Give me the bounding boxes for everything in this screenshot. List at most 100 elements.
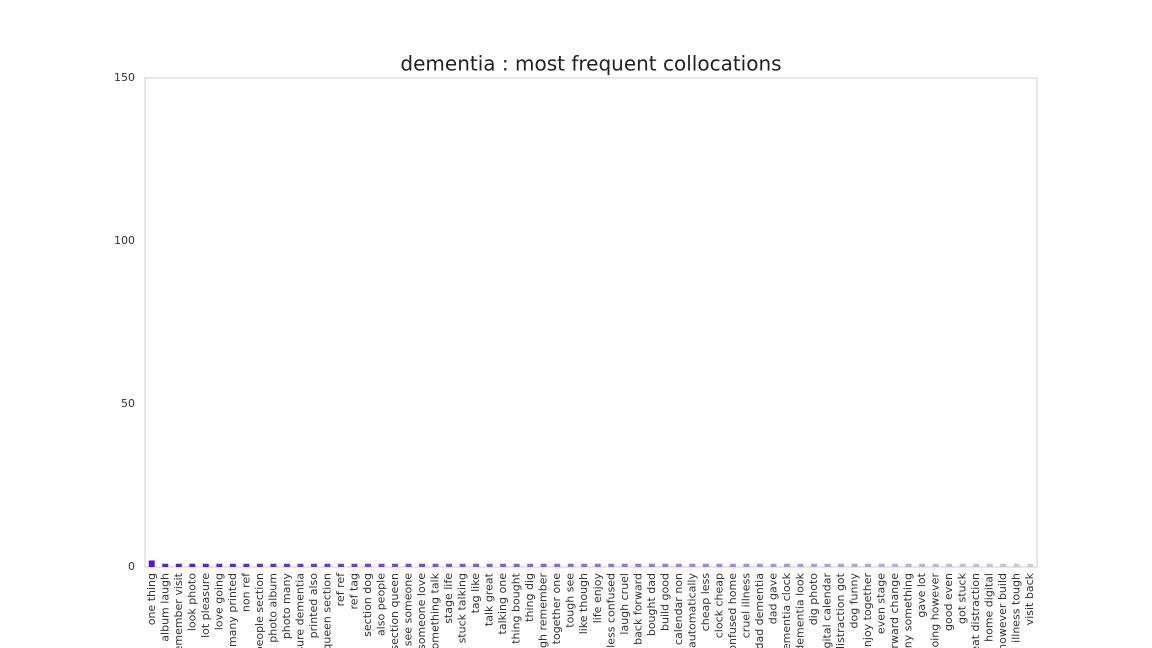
bar (675, 563, 682, 567)
x-tick-label: dad gave (766, 573, 779, 624)
x-tick-label: people section (253, 573, 266, 648)
bar (175, 563, 182, 567)
x-tick-label: tough see (564, 573, 577, 628)
x-tick-label: together one (550, 573, 563, 645)
bar (729, 563, 736, 567)
chart-title: dementia : most frequent collocations (400, 52, 781, 76)
bar (878, 563, 885, 567)
bar (283, 563, 290, 567)
x-tick-label: stage life (442, 573, 455, 624)
bar (419, 563, 426, 567)
x-tick-label: printed also (307, 573, 320, 639)
x-tick-label: section queen (388, 573, 401, 648)
y-tick-label: 100 (114, 234, 135, 247)
x-tick-label: look photo (185, 573, 198, 631)
x-tick-label: dog funny (848, 573, 861, 629)
x-tick-label: clock cheap (712, 573, 725, 638)
bar (892, 563, 899, 567)
bar (743, 563, 750, 567)
x-tick-label: back forward (631, 573, 644, 645)
bar (932, 563, 939, 567)
x-tick-label: enjoy together (861, 573, 874, 648)
bar (716, 563, 723, 567)
x-tick-label: cheap less (699, 573, 712, 632)
x-tick-label: talk great (483, 572, 496, 626)
bar (162, 563, 169, 567)
bar (662, 563, 669, 567)
x-tick-label: many printed (226, 573, 239, 647)
bar (986, 563, 993, 567)
y-tick-label: 50 (121, 397, 135, 410)
bar (351, 563, 358, 567)
x-tick-label: remember visit (172, 572, 185, 648)
bar (865, 563, 872, 567)
x-tick-label: got stuck (956, 572, 969, 624)
bar (554, 563, 561, 567)
bar (1013, 563, 1020, 567)
x-tick-label: visit back (1023, 572, 1036, 625)
x-tick-label: non ref (239, 572, 252, 612)
x-tick-label: life enjoy (591, 573, 604, 624)
bar (527, 563, 534, 567)
bar (689, 563, 696, 567)
x-tick-label: thing dig (523, 573, 536, 622)
bar (446, 563, 453, 567)
x-tick-label: great distraction (969, 573, 982, 648)
x-tick-label: cruel illness (739, 573, 752, 639)
bar (337, 563, 344, 567)
bar (365, 563, 371, 567)
x-tick-label: talking one (496, 573, 509, 635)
x-tick-label: however build (996, 573, 1009, 648)
x-tick-label: change automatically (685, 573, 698, 648)
x-tick-label: thing bought (510, 572, 523, 643)
x-tick-label: confused home (726, 573, 739, 648)
bar (270, 563, 277, 567)
x-tick-label: album laugh (158, 573, 171, 642)
bar (770, 563, 777, 567)
bar (1027, 563, 1034, 567)
bar (405, 563, 412, 567)
bar (635, 563, 642, 567)
x-tick-label: lot pleasure (199, 573, 212, 638)
x-tick-label: forward change (888, 573, 901, 648)
bar (202, 563, 209, 567)
x-tick-label: tough remember (537, 573, 550, 648)
bar (973, 563, 980, 567)
x-tick-label: going however (929, 573, 942, 648)
y-tick-label: 0 (128, 560, 135, 573)
bar (946, 563, 953, 567)
bar (581, 563, 588, 567)
x-tick-label: also people (375, 573, 388, 636)
x-tick-label: good even (942, 573, 955, 631)
bar (459, 563, 466, 567)
x-tick-label: digital calendar (821, 573, 834, 648)
x-tick-label: something talk (429, 572, 442, 648)
y-tick-label: 150 (114, 71, 135, 84)
bar (189, 563, 196, 567)
x-tick-label: ref ref (334, 572, 347, 606)
bar (392, 563, 399, 567)
bar (500, 563, 507, 567)
bar (797, 563, 804, 567)
bar (756, 563, 763, 567)
x-tick-label: less confused (604, 573, 617, 648)
x-tick-label: funny something (902, 573, 915, 648)
x-tick-label: someone love (415, 573, 428, 648)
x-tick-label: bought dad (645, 573, 658, 636)
bar (473, 563, 480, 567)
x-tick-label: dementia look (793, 572, 806, 648)
bar (851, 563, 858, 567)
x-tick-label: gave lot (915, 572, 928, 617)
bar (256, 563, 263, 567)
x-tick-label: photo many (280, 573, 293, 640)
bar (702, 563, 709, 567)
x-tick-label: like though (577, 573, 590, 634)
x-tick-label: build good (658, 573, 671, 631)
bar (783, 563, 790, 567)
bar (648, 563, 655, 567)
bar (378, 563, 385, 567)
bar (905, 563, 912, 567)
bar (148, 560, 155, 567)
x-tick-label: ref tag (347, 573, 360, 609)
